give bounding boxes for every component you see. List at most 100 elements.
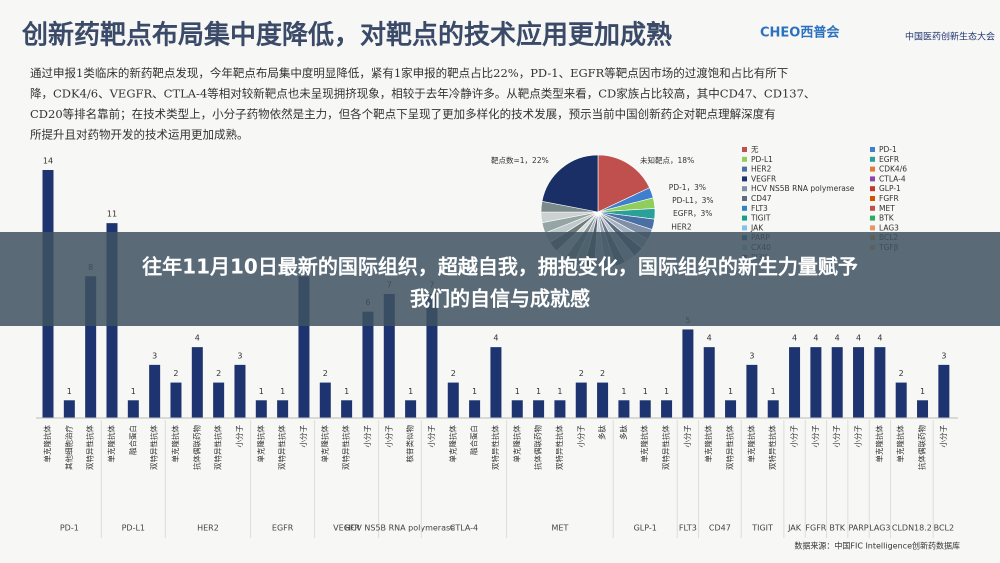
- group-label: VEGFR: [333, 524, 360, 533]
- group-label: CTLA-4: [450, 524, 478, 533]
- bar: [789, 347, 801, 418]
- category-label: 小分子: [299, 425, 308, 448]
- value-label: 4: [195, 334, 200, 343]
- bar: [447, 382, 459, 418]
- value-label: 11: [107, 210, 117, 219]
- bar: [298, 276, 310, 418]
- category-label: 单克隆抗体: [746, 425, 756, 463]
- category-label: 双特异性抗体: [213, 425, 223, 470]
- category-label: 单克隆抗体: [895, 425, 905, 463]
- legend-swatch: [742, 186, 747, 192]
- pie-label: 未知靶点，18%: [640, 155, 694, 165]
- legend-label: PD-1: [879, 145, 897, 154]
- category-label: 小分子: [363, 425, 372, 448]
- value-label: 1: [259, 387, 264, 396]
- banner-line: 我们的自信与成就感: [410, 287, 590, 311]
- value-label: 2: [323, 369, 328, 378]
- category-label: 抗体偶联药物: [917, 425, 927, 470]
- category-label: 其他细胞治疗: [63, 425, 73, 470]
- paragraph-line: 所提升且对药物开发的技术运用更加成熟。: [30, 128, 249, 142]
- bar: [597, 382, 609, 418]
- category-label: 小分子: [683, 425, 692, 448]
- value-label: 1: [280, 387, 285, 396]
- bar: [533, 400, 545, 418]
- legend-swatch: [870, 196, 875, 201]
- legend-label: EGFR: [879, 155, 899, 164]
- bar: [661, 400, 673, 418]
- value-label: 2: [600, 369, 605, 378]
- category-label: 融合蛋白: [469, 425, 479, 455]
- category-label: 抗体偶联药物: [191, 425, 201, 470]
- bar: [405, 400, 417, 418]
- pie-slice: [597, 154, 650, 213]
- legend-swatch: [742, 176, 747, 182]
- paragraph-line: 降，CDK4/6、VEGFR、CTLA-4等相对较新靶点也未呈现拥挤现象，相较于…: [30, 87, 815, 101]
- value-label: 4: [792, 334, 797, 343]
- category-label: 单克隆抗体: [703, 425, 713, 463]
- category-label: 单克隆抗体: [255, 425, 265, 463]
- legend-label: GLP-1: [879, 184, 901, 193]
- legend-label: 无: [751, 145, 759, 154]
- value-label: 4: [707, 334, 712, 343]
- value-label: 3: [152, 351, 157, 360]
- legend-swatch: [870, 147, 875, 152]
- bar: [234, 364, 246, 418]
- category-label: 融合蛋白: [127, 425, 137, 455]
- bar: [917, 400, 929, 418]
- value-label: 1: [728, 387, 733, 396]
- value-label: 4: [813, 334, 818, 343]
- bar: [319, 382, 331, 418]
- category-label: 单克隆抗体: [639, 425, 649, 463]
- bar: [725, 400, 737, 418]
- legend-swatch: [742, 166, 747, 172]
- category-label: 小分子: [854, 425, 863, 448]
- group-label: HCV NS5B RNA polymerase: [345, 524, 455, 533]
- bar: [554, 400, 566, 418]
- category-label: 小分子: [939, 425, 948, 448]
- legend-label: FGFR: [879, 194, 899, 203]
- legend-swatch: [742, 147, 747, 152]
- legend-label: CTLA-4: [879, 174, 906, 183]
- bar: [853, 347, 865, 418]
- value-label: 4: [835, 334, 840, 343]
- group-label: MET: [551, 524, 568, 533]
- bar: [191, 347, 203, 418]
- category-label: 双特异性抗体: [725, 425, 735, 470]
- value-label: 4: [493, 334, 498, 343]
- value-label: 1: [643, 387, 648, 396]
- category-label: 双特异性抗体: [661, 425, 671, 470]
- bar: [362, 311, 374, 418]
- category-label: 双特异性抗体: [554, 425, 564, 470]
- legend-swatch: [742, 225, 747, 231]
- value-label: 1: [621, 387, 626, 396]
- legend-swatch: [742, 156, 747, 162]
- legend-label: LAG3: [879, 223, 899, 232]
- category-label: 双特异性抗体: [149, 425, 159, 470]
- title: 创新药靶点布局集中度降低，对靶点的技术应用更加成熟: [21, 20, 672, 51]
- source: 数据来源：中国FIC Intelligence创新药数据库: [794, 541, 960, 551]
- legend-swatch: [870, 176, 875, 182]
- logo-left: CHEO西普会: [760, 25, 840, 41]
- bar: [127, 400, 139, 418]
- category-label: 双特异性抗体: [277, 425, 287, 470]
- banner-line: 往年11月10日最新的国际组织，超越自我，拥抱变化，国际组织的新生力量赋予: [142, 255, 858, 279]
- group-label: BTK: [829, 524, 845, 533]
- bar: [767, 400, 779, 418]
- bar: [682, 329, 694, 418]
- group-label: PD-L1: [122, 524, 145, 533]
- category-label: 单克隆抗体: [511, 425, 521, 463]
- group-label: TIGIT: [751, 524, 773, 533]
- pie-label: EGFR，3%: [673, 209, 712, 218]
- bar: [170, 382, 182, 418]
- category-label: 单克隆抗体: [42, 425, 52, 463]
- value-label: 2: [451, 369, 456, 378]
- legend-label: VEGFR: [751, 174, 776, 183]
- category-label: 双特异性抗体: [767, 425, 777, 470]
- legend-label: CD47: [751, 194, 772, 203]
- logo-right: 中国医药创新生态大会: [905, 31, 995, 43]
- value-label: 2: [173, 369, 178, 378]
- category-label: 小分子: [384, 425, 393, 448]
- group-label: HER2: [197, 524, 219, 533]
- bar: [746, 364, 758, 418]
